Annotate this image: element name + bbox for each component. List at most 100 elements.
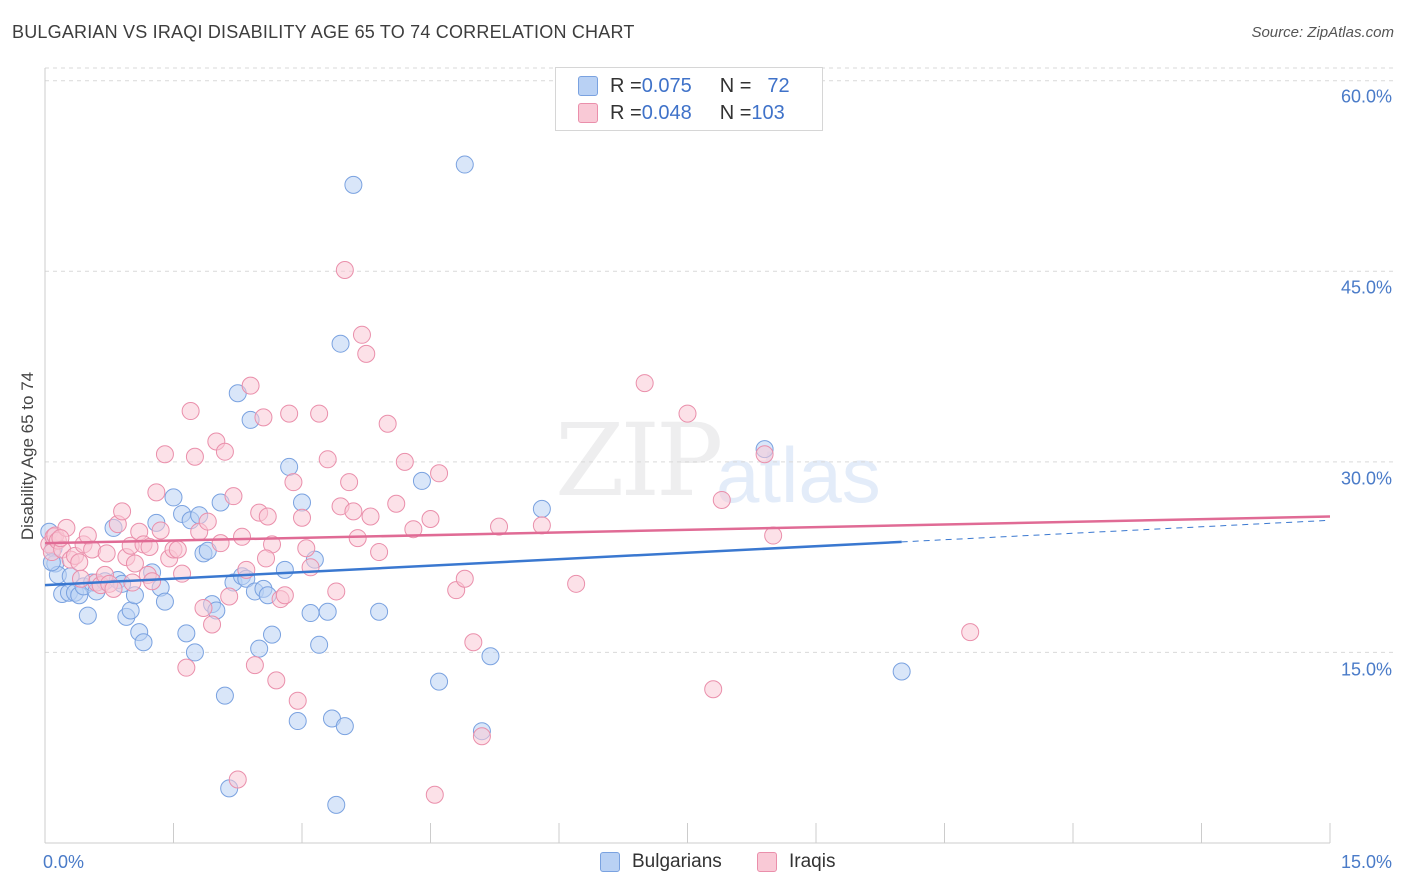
- iraqis-point: [352, 325, 371, 344]
- bulgarians-point: [301, 604, 320, 623]
- bottom-legend-iraqis: Iraqis: [757, 851, 835, 873]
- bulgarians-swatch: [578, 76, 598, 96]
- iraqis-point: [335, 261, 354, 280]
- iraqis-point: [318, 450, 337, 469]
- iraqis-point: [532, 516, 551, 535]
- y-axis-label: Disability Age 65 to 74: [18, 371, 37, 541]
- iraqis-point: [125, 554, 144, 573]
- bulgarians-point: [310, 635, 329, 654]
- iraqis-legend-label: Iraqis: [789, 851, 836, 872]
- bulgarians-point: [250, 639, 269, 658]
- bulgarians-points: [40, 155, 911, 814]
- iraqis-point: [357, 344, 376, 363]
- iraqis-point: [258, 507, 277, 526]
- iraqis-point: [267, 671, 286, 690]
- iraqis-point: [70, 553, 89, 572]
- axes: [44, 68, 1331, 844]
- iraqis-point: [97, 544, 116, 563]
- iraqis-point: [113, 502, 132, 521]
- iraqis-point: [430, 464, 449, 483]
- bulgarians-point: [370, 602, 389, 621]
- x-tick-label-max: 15.0%: [1340, 852, 1392, 872]
- iraqis-point: [340, 473, 359, 492]
- bulgarians-point: [318, 602, 337, 621]
- legend-r-label: R =: [610, 74, 642, 97]
- iraqis-point: [203, 615, 222, 634]
- iraqis-point: [275, 586, 294, 605]
- y-tick-label-45: 45.0%: [1340, 277, 1392, 298]
- iraqis-points: [40, 261, 980, 804]
- iraqis-point: [755, 445, 774, 464]
- legend-n-value: 72: [767, 74, 790, 97]
- trend-lines: [44, 515, 1331, 587]
- legend-r-label: R =: [610, 101, 642, 124]
- source-label: Source: ZipAtlas.com: [1251, 24, 1394, 41]
- bulgarians-point: [430, 672, 449, 691]
- iraqis-point: [387, 494, 406, 513]
- legend-row-iraqis: R = 0.048 N = 103: [578, 100, 785, 126]
- bulgarians-point: [134, 633, 153, 652]
- iraqis-point: [490, 517, 509, 536]
- iraqis-point: [425, 785, 444, 804]
- chart-title: BULGARIAN VS IRAQI DISABILITY AGE 65 TO …: [12, 22, 635, 42]
- bulgarians-point: [892, 662, 911, 681]
- iraqis-point: [284, 473, 303, 492]
- iraqis-point: [194, 598, 213, 617]
- bulgarians-point: [481, 647, 500, 666]
- y-tick-label-15: 15.0%: [1340, 659, 1392, 680]
- legend-r-value: 0.048: [641, 101, 692, 124]
- bulgarians-point: [327, 795, 346, 814]
- iraqis-point: [395, 452, 414, 471]
- iraqis-point: [344, 502, 363, 521]
- iraqis-point: [293, 508, 311, 527]
- iraqis-point: [280, 404, 299, 423]
- bulgarians-point: [412, 471, 431, 490]
- iraqis-point: [678, 404, 697, 423]
- bulgarians-point: [455, 155, 474, 174]
- iraqis-point: [228, 770, 247, 789]
- bulgarians-point: [293, 493, 311, 512]
- bulgarians-point: [155, 592, 174, 611]
- bulgarians-point: [331, 334, 350, 353]
- iraqis-point: [143, 572, 162, 591]
- iraqis-point: [961, 623, 980, 642]
- iraqis-swatch: [578, 103, 598, 123]
- iraqis-point: [301, 558, 320, 577]
- iraqis-point: [241, 376, 260, 395]
- iraqis-point: [215, 442, 234, 461]
- bulgarians-point: [335, 717, 354, 736]
- iraqis-point: [185, 447, 204, 466]
- watermark-zip: ZIP: [555, 402, 723, 519]
- x-tick-label-min: 0.0%: [43, 852, 85, 872]
- iraqis-point: [361, 507, 380, 526]
- iraqis-point: [181, 402, 200, 421]
- iraqis-point: [421, 510, 440, 529]
- bulgarians-point: [532, 499, 551, 518]
- iraqis-point: [257, 549, 276, 568]
- bulgarians-point: [280, 457, 299, 476]
- iraqis-trend-line: [44, 515, 1331, 545]
- iraqis-point: [233, 527, 252, 546]
- iraqis-point: [297, 539, 316, 558]
- iraqis-point: [140, 537, 159, 556]
- iraqis-point: [567, 574, 586, 593]
- iraqis-point: [245, 656, 264, 675]
- bulgarians-point: [121, 601, 140, 620]
- legend-r-value: 0.075: [641, 74, 692, 97]
- iraqis-point: [155, 445, 174, 464]
- iraqis-point: [472, 727, 491, 746]
- legend-n-value: 103: [751, 101, 785, 124]
- iraqis-point: [370, 543, 389, 562]
- iraqis-point: [310, 404, 329, 423]
- iraqis-point: [224, 487, 243, 506]
- bulgarians-point: [275, 560, 294, 579]
- iraqis-point: [712, 490, 731, 509]
- y-tick-label-30: 30.0%: [1340, 468, 1392, 489]
- bulgarians-legend-label: Bulgarians: [632, 851, 722, 872]
- bulgarians-point: [288, 712, 307, 731]
- iraqis-point: [123, 573, 142, 592]
- iraqis-point: [704, 680, 723, 699]
- watermark-atlas: atlas: [716, 431, 881, 519]
- iraqis-point: [211, 534, 230, 553]
